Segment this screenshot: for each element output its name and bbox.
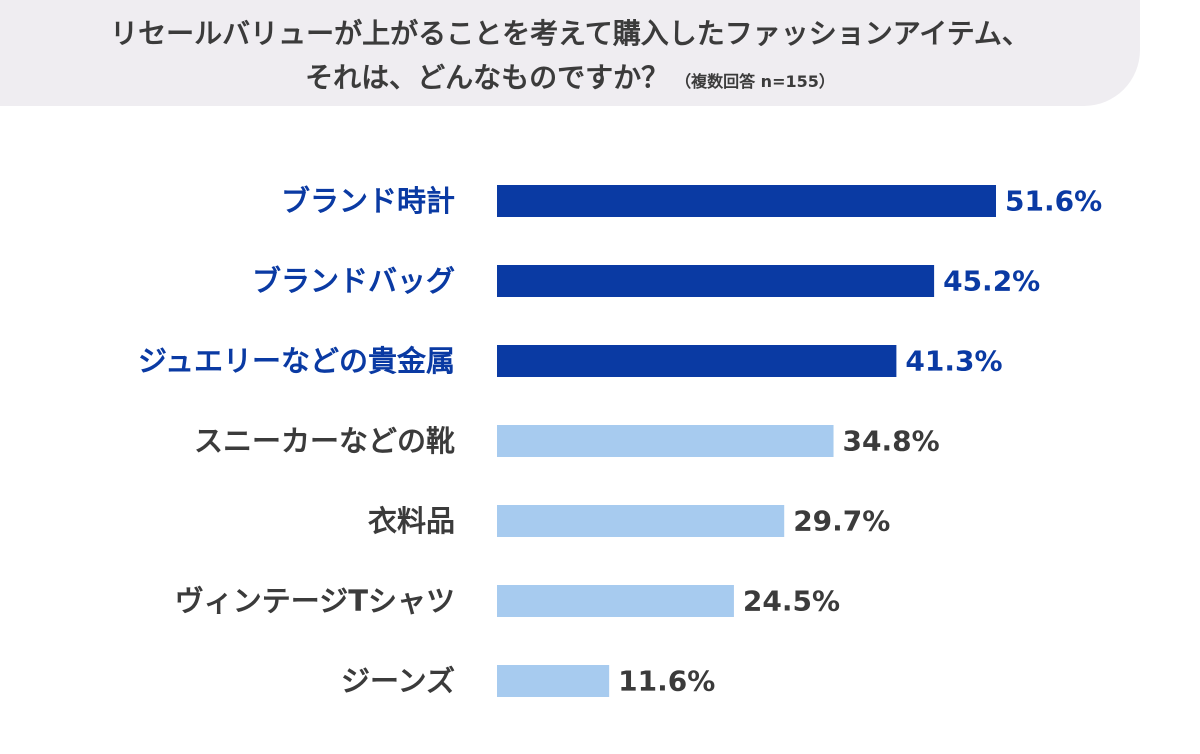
chart-title-line2: それは、どんなものですか？ （複数回答 n=155） — [0, 56, 1140, 96]
category-label: ブランドバッグ — [252, 264, 455, 298]
bar-chart: ブランド時計 51.6% ブランドバッグ 45.2% ジュエリーなどの貴金属 41.3% ス… — [138, 184, 1102, 698]
category-label: ヴィンテージTシャツ — [175, 584, 455, 618]
chart-title-line2-text: それは、どんなものですか？ — [305, 61, 670, 94]
bar — [497, 505, 785, 537]
value-label: 29.7% — [793, 505, 890, 538]
bar — [497, 185, 996, 217]
value-label: 24.5% — [743, 585, 840, 618]
bar — [497, 665, 610, 697]
bar — [497, 345, 897, 377]
category-label: ジュエリーなどの貴金属 — [138, 344, 455, 378]
category-label: ジーンズ — [341, 664, 455, 698]
value-label: 41.3% — [905, 345, 1002, 378]
value-label: 11.6% — [618, 665, 715, 698]
value-label: 45.2% — [943, 265, 1040, 298]
chart-title-note: （複数回答 n=155） — [675, 72, 835, 91]
bar — [497, 265, 935, 297]
value-label: 34.8% — [843, 425, 940, 458]
value-label: 51.6% — [1005, 185, 1102, 218]
bar — [497, 585, 734, 617]
title-banner: リセールバリューが上がることを考えて購入したファッションアイテム、 それは、どん… — [0, 0, 1140, 106]
category-label: スニーカーなどの靴 — [194, 424, 455, 458]
chart-title-line1: リセールバリューが上がることを考えて購入したファッションアイテム、 — [110, 17, 1030, 50]
category-label: ブランド時計 — [281, 184, 455, 218]
category-label: 衣料品 — [368, 504, 455, 538]
bar — [497, 425, 834, 457]
